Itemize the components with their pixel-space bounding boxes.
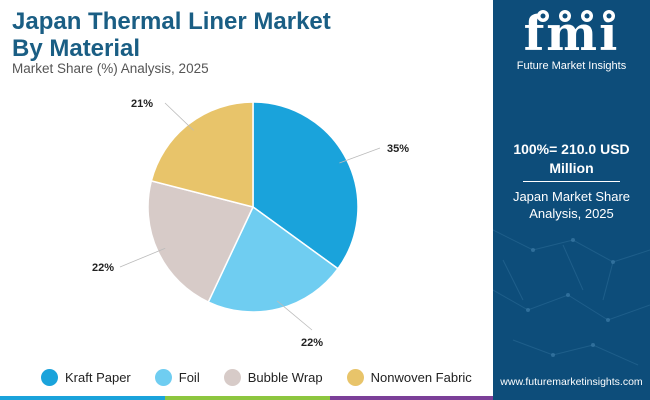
bottom-bar-segment-purple — [330, 396, 493, 400]
leader-line — [164, 102, 194, 131]
legend-label: Nonwoven Fabric — [370, 369, 472, 385]
legend-swatch — [223, 368, 241, 386]
chart-title: Japan Thermal Liner Market By Material — [12, 8, 472, 62]
sidebar-pattern — [493, 229, 650, 366]
website-link[interactable]: www.futuremarketinsights.com — [500, 376, 643, 388]
bottom-bar-segment-green — [165, 396, 330, 400]
title-line-1: Japan Thermal Liner Market — [12, 8, 331, 35]
logo-icons — [537, 10, 615, 22]
chart-legend: Kraft Paper Foil Bubble Wrap Nonwoven Fabri… — [41, 368, 472, 386]
legend-item: Bubble Wrap — [223, 368, 323, 386]
legend-item: Nonwoven Fabric — [346, 368, 472, 386]
pie-chart: 35% 22% 22% 21% — [92, 98, 409, 349]
legend-label: Bubble Wrap — [247, 369, 323, 385]
leader-line — [339, 147, 381, 164]
legend-swatch — [154, 368, 172, 386]
legend-swatch — [346, 368, 364, 386]
sidebar-divider — [523, 181, 620, 182]
pie-slice-nonwoven-fabric — [150, 101, 254, 208]
data-label: 35% — [387, 143, 409, 155]
logo-text: Future Market Insights — [516, 60, 627, 72]
legend-item: Foil — [154, 368, 200, 386]
bottom-bar-segment-blue — [0, 396, 165, 400]
bottom-color-bar — [0, 396, 493, 400]
data-label: 22% — [301, 337, 323, 349]
legend-item: Kraft Paper — [41, 368, 131, 386]
legend-swatch — [41, 368, 58, 386]
legend-label: Foil — [178, 369, 200, 385]
data-label: 21% — [131, 98, 153, 110]
sidebar-panel: fmi Future Market Insights 100%= 210.0 U… — [493, 0, 650, 400]
leader-line — [276, 300, 313, 331]
market-note: Japan Market Share Analysis, 2025 — [512, 189, 631, 221]
pie-slice-kraft-paper — [252, 101, 359, 270]
legend-label: Kraft Paper — [65, 369, 131, 385]
data-label: 22% — [92, 262, 114, 274]
chart-subtitle: Market Share (%) Analysis, 2025 — [12, 61, 209, 76]
leader-line — [119, 247, 166, 268]
market-total: 100%= 210.0 USD Million — [513, 141, 630, 176]
title-line-2: By Material — [12, 35, 141, 62]
